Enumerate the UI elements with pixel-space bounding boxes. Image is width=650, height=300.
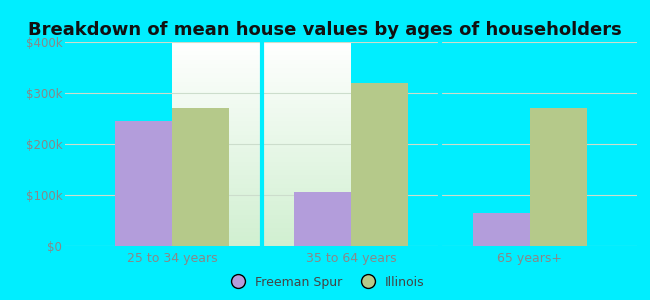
Bar <box>473 213 530 246</box>
Text: Breakdown of mean house values by ages of householders: Breakdown of mean house values by ages o… <box>28 21 622 39</box>
Bar <box>351 83 408 246</box>
Bar <box>294 193 351 246</box>
Legend: Freeman Spur, Illinois: Freeman Spur, Illinois <box>220 271 430 294</box>
Bar <box>530 108 587 246</box>
Bar <box>115 121 172 246</box>
Bar <box>172 108 229 246</box>
